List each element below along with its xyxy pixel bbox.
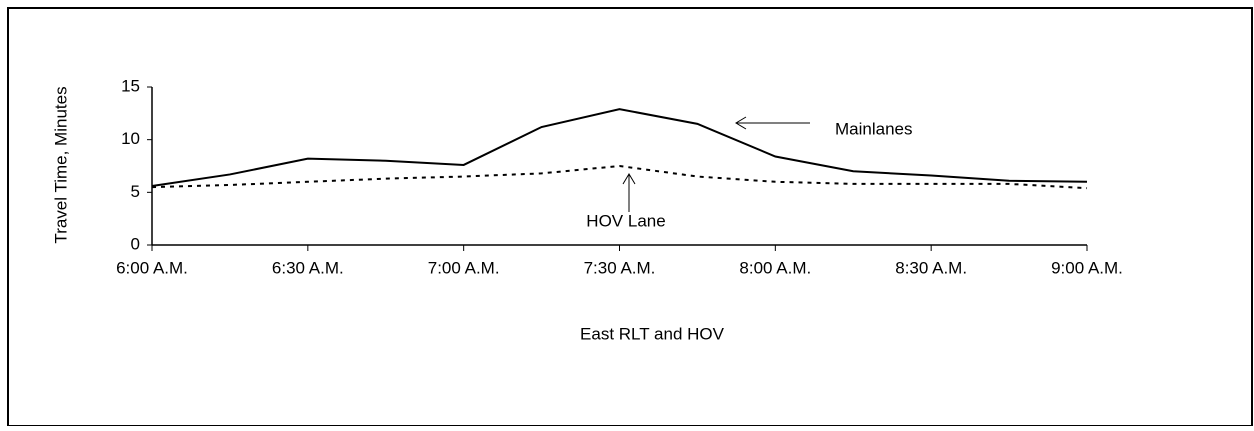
series-annotation: Mainlanes [835,119,913,138]
x-tick-label: 8:00 A.M. [739,258,811,277]
y-axis-label: Travel Time, Minutes [51,86,70,243]
x-tick-label: 7:30 A.M. [584,258,656,277]
x-axis-label: East RLT and HOV [580,324,725,343]
x-tick-label: 7:00 A.M. [428,258,500,277]
series-annotation: HOV Lane [586,211,665,230]
y-tick-label: 0 [131,234,140,253]
annotation-arrowhead [735,116,747,130]
x-tick-label: 9:00 A.M. [1051,258,1123,277]
x-tick-label: 6:00 A.M. [116,258,188,277]
x-tick-label: 8:30 A.M. [895,258,967,277]
y-tick-label: 5 [131,182,140,201]
y-tick-label: 10 [121,129,140,148]
x-tick-label: 6:30 A.M. [272,258,344,277]
series-line [151,164,1088,190]
series-line [151,108,1088,188]
annotation-arrowhead [622,173,636,185]
y-tick-label: 15 [121,76,140,95]
